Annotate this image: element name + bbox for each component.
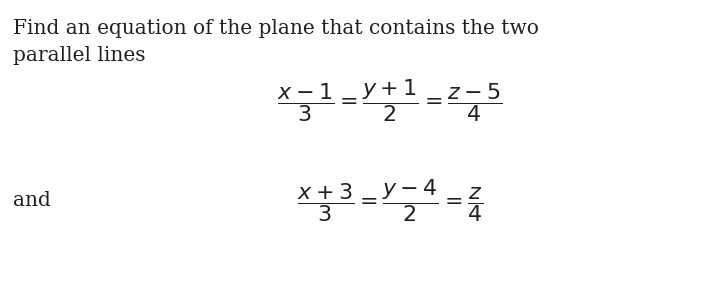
Text: $\dfrac{x-1}{3} = \dfrac{y+1}{2} = \dfrac{z-5}{4}$: $\dfrac{x-1}{3} = \dfrac{y+1}{2} = \dfra… (278, 78, 502, 125)
Text: parallel lines: parallel lines (13, 46, 145, 65)
Text: and: and (13, 191, 51, 210)
Text: $\dfrac{x+3}{3} = \dfrac{y-4}{2} = \dfrac{z}{4}$: $\dfrac{x+3}{3} = \dfrac{y-4}{2} = \dfra… (297, 178, 483, 225)
Text: Find an equation of the plane that contains the two: Find an equation of the plane that conta… (13, 19, 539, 38)
